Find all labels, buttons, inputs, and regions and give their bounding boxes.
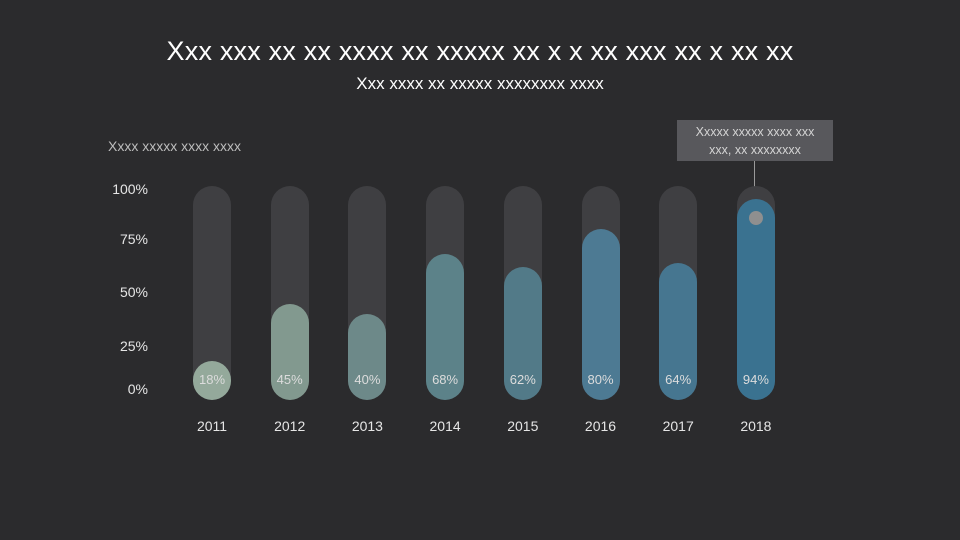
x-tick-label: 2013 <box>351 418 383 434</box>
x-tick-label: 2011 <box>196 418 228 434</box>
data-label: 18% <box>198 372 226 387</box>
x-tick-label: 2017 <box>662 418 694 434</box>
bar-2012 <box>270 303 309 400</box>
bar-2011 <box>193 361 231 400</box>
data-label: 94% <box>742 372 769 387</box>
data-label: 62% <box>509 372 536 387</box>
chart-subtitle: Xxx xxxx xx xxxxx xxxxxxxx xxxx <box>356 74 604 93</box>
y-tick-label: 75% <box>119 230 148 247</box>
bar-2018 <box>736 198 775 400</box>
y-tick-label: 50% <box>119 284 148 300</box>
data-label: 80% <box>587 372 614 387</box>
annotation-line2: xxx, xx xxxxxxxx <box>709 143 801 157</box>
x-tick-label: 2014 <box>429 418 461 434</box>
x-tick-label: 2012 <box>274 418 306 434</box>
bar-2016 <box>581 228 620 400</box>
annotation-callout: Xxxxx xxxxx xxxx xxx xxx, xx xxxxxxxx <box>677 120 833 161</box>
bar-2013 <box>348 314 387 400</box>
bar-2017 <box>659 263 698 400</box>
chart-title: Xxx xxx xx xx xxxx xx xxxxx xx x x xx xx… <box>166 36 794 66</box>
y-axis-label: Xxxx xxxxx xxxx xxxx <box>108 138 242 154</box>
x-tick-label: 2018 <box>740 418 772 434</box>
annotation-marker <box>748 210 763 225</box>
x-tick-label: 2015 <box>507 418 539 434</box>
y-tick-label: 100% <box>112 181 148 197</box>
annotation-line1: Xxxxx xxxxx xxxx xxx <box>695 125 815 139</box>
y-tick-label: 25% <box>119 337 148 354</box>
x-tick-label: 2016 <box>584 418 617 434</box>
data-label: 68% <box>432 372 459 387</box>
data-label: 40% <box>354 372 381 387</box>
bar-2014 <box>426 254 465 400</box>
y-tick-label: 0% <box>127 381 148 397</box>
bar-2015 <box>503 267 542 400</box>
data-label: 64% <box>665 372 692 387</box>
data-label: 45% <box>276 372 303 387</box>
